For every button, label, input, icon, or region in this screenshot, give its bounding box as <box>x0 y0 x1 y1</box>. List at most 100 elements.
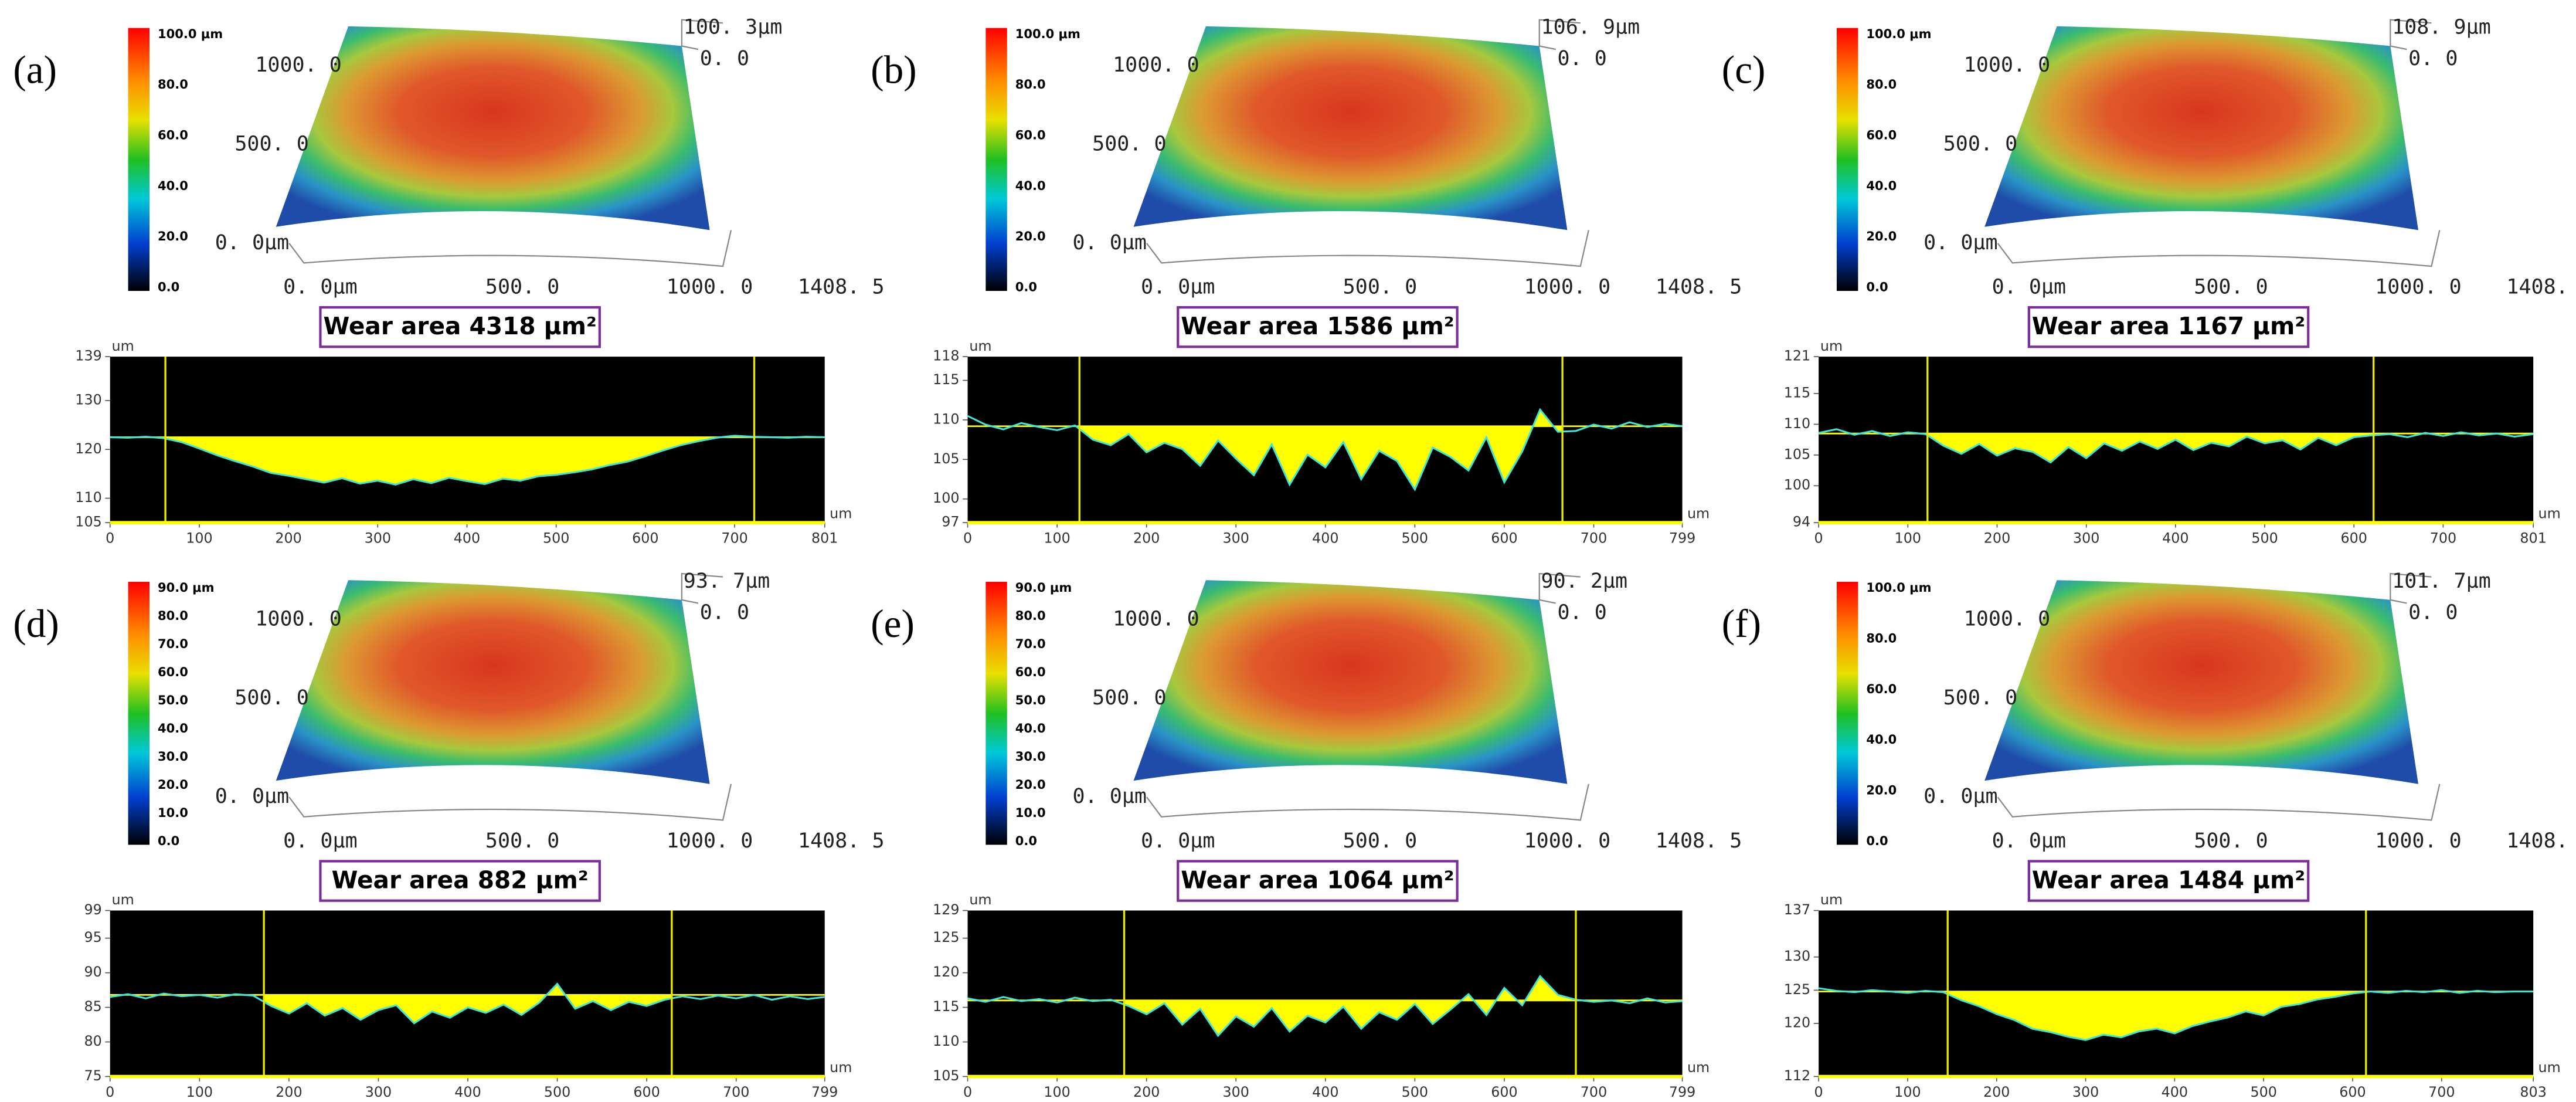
x-tick-label: 500 <box>544 1084 570 1100</box>
x-tick-label: 100 <box>1895 530 1921 547</box>
x-tick-label: 700 <box>1581 530 1607 547</box>
profile-line <box>110 982 825 1025</box>
surface-axis <box>1997 19 2441 267</box>
wear-area-box <box>1177 860 1459 902</box>
surface-x-label: 500. 0 <box>1343 829 1418 853</box>
x-tick-label: 600 <box>1491 1084 1517 1100</box>
x-tick-label: 0 <box>1814 530 1823 547</box>
x-tick-label: 500 <box>1402 530 1428 547</box>
colorbar-label: 70.0 <box>1015 636 1046 651</box>
y-tick-label: 95 <box>84 929 101 945</box>
colorbar-label: 80.0 <box>1015 77 1046 91</box>
x-tick-label: 0 <box>106 530 114 547</box>
x-tick-label: 600 <box>1491 530 1517 547</box>
surface-x-label: 0. 0μm <box>283 274 358 299</box>
colorbar-label: 20.0 <box>1866 229 1897 243</box>
surface-x-label: 0. 0μm <box>283 829 358 853</box>
x-tick-label: 200 <box>1983 1084 2010 1100</box>
y-tick-label: 75 <box>84 1067 101 1084</box>
colorbar-label: 40.0 <box>1866 732 1897 747</box>
surface-z-max: 100. 3μm <box>684 15 783 39</box>
colorbar-label: 40.0 <box>158 178 188 193</box>
wear-fill <box>1079 409 1563 490</box>
y-unit: um <box>969 891 991 908</box>
surface-axis <box>288 19 732 267</box>
x-tick-label: 100 <box>1894 1084 1921 1100</box>
colorbar-label: 100.0 μm <box>1866 26 1931 41</box>
x-tick-label: 700 <box>2430 530 2456 547</box>
colorbar-label: 50.0 <box>158 693 188 707</box>
surface-y-label: 1000. 0 <box>1113 53 1199 77</box>
y-tick-label: 125 <box>1784 981 1810 998</box>
x-tick-label: 801 <box>2520 530 2546 547</box>
x-tick-label: 700 <box>723 1084 749 1100</box>
surface-x-label: 500. 0 <box>2194 274 2268 299</box>
wear-area-box <box>2027 306 2310 348</box>
surface-y-label: 500. 0 <box>1092 686 1166 710</box>
x-tick-label: 700 <box>2428 1084 2455 1100</box>
panel-label: (c) <box>1722 48 1766 92</box>
colorbar-label: 80.0 <box>1015 608 1046 623</box>
y-tick-label: 85 <box>84 998 101 1015</box>
colorbar-label: 100.0 μm <box>158 26 223 41</box>
surface-x-label: 1408. 5 <box>1656 274 1742 299</box>
surface-z-max: 106. 9μm <box>1541 15 1640 39</box>
colorbar-label: 40.0 <box>1015 178 1046 193</box>
wear-fill <box>165 435 755 485</box>
surface-x-label: 0. 0μm <box>1992 274 2067 299</box>
x-unit: um <box>830 506 852 522</box>
colorbar-label: 20.0 <box>158 229 188 243</box>
surface-x-label: 1408. 5 <box>2506 274 2576 299</box>
surface-map <box>1133 26 1568 230</box>
colorbar-label: 20.0 <box>158 777 188 792</box>
x-tick-label: 600 <box>633 1084 660 1100</box>
y-unit: um <box>969 338 991 354</box>
x-tick-label: 200 <box>1984 530 2010 547</box>
colorbar <box>985 28 1007 291</box>
y-tick-label: 99 <box>84 901 101 918</box>
colorbar-label: 20.0 <box>1015 777 1046 792</box>
x-tick-label: 300 <box>1223 1084 1249 1100</box>
colorbar <box>128 28 150 291</box>
x-tick-label: 0 <box>963 530 972 547</box>
y-tick-label: 115 <box>933 371 959 388</box>
colorbar-label: 100.0 μm <box>1015 26 1080 41</box>
surface-y-label: 0. 0μm <box>215 230 290 255</box>
y-tick-label: 94 <box>1793 514 1810 530</box>
x-tick-label: 300 <box>2072 1084 2099 1100</box>
x-tick-label: 100 <box>1044 1084 1070 1100</box>
surface-y-label: 500. 0 <box>1092 132 1166 156</box>
surface-y-label: 0. 0μm <box>215 784 290 808</box>
colorbar-label: 90.0 μm <box>158 580 214 595</box>
surface-x-label: 500. 0 <box>2194 829 2268 853</box>
wear-area: Wear area 1167 μm² <box>2032 312 2305 340</box>
x-tick-label: 0 <box>106 1084 114 1100</box>
surface-y-label: 500. 0 <box>235 132 309 156</box>
y-tick-label: 139 <box>75 348 101 364</box>
profile-background <box>110 910 825 1077</box>
surface-x-label: 1000. 0 <box>667 829 753 853</box>
surface-x-label: 1408. 5 <box>2506 829 2576 853</box>
colorbar <box>985 582 1007 845</box>
x-unit: um <box>1687 1059 1710 1076</box>
surface-x-label: 1408. 5 <box>1656 829 1742 853</box>
x-tick-label: 0 <box>1814 1084 1823 1100</box>
wear-area: Wear area 4318 μm² <box>323 312 596 340</box>
colorbar-label: 0.0 <box>158 833 179 848</box>
surface-axis <box>1997 572 2441 821</box>
y-tick-label: 105 <box>933 1067 959 1084</box>
panel-label: (f) <box>1722 602 1761 646</box>
colorbar-label: 0.0 <box>158 279 179 294</box>
y-tick-label: 80 <box>84 1033 101 1049</box>
x-tick-label: 200 <box>1133 530 1160 547</box>
colorbar-label: 40.0 <box>1866 178 1897 193</box>
surface-z-min: 0. 0 <box>1558 600 1607 624</box>
surface-z-max: 101. 7μm <box>2392 569 2491 593</box>
x-tick-label: 0 <box>963 1084 972 1100</box>
wear-fill <box>264 984 672 1023</box>
y-tick-label: 137 <box>1784 901 1810 918</box>
x-tick-label: 100 <box>186 1084 213 1100</box>
profile-background <box>967 910 1683 1077</box>
colorbar-label: 80.0 <box>1866 631 1897 646</box>
surface-y-label: 500. 0 <box>235 686 309 710</box>
